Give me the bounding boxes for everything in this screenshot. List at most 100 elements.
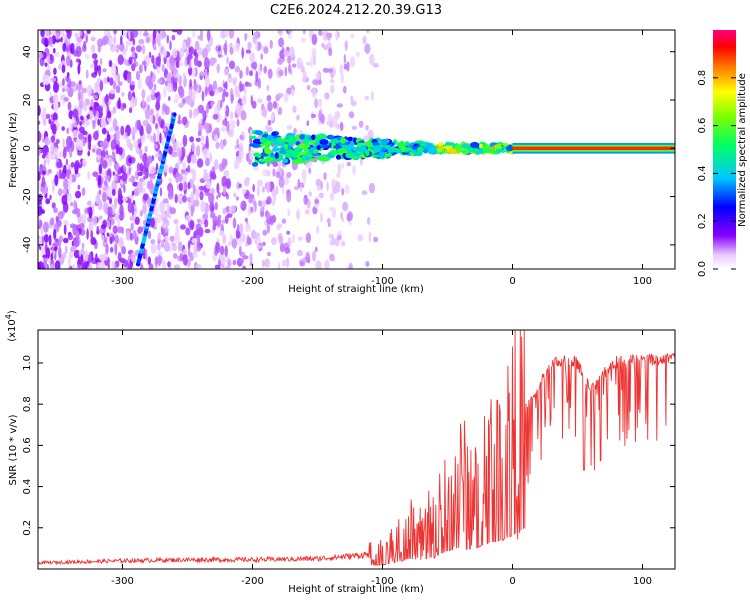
noise-blob [330,84,335,94]
noise-blob [275,171,281,179]
noise-blob [171,34,176,41]
noise-blob [257,179,263,188]
noise-blob [366,217,371,225]
noise-blob [74,169,79,175]
noise-blob [161,135,165,147]
noise-blob [281,218,287,224]
noise-blob [111,180,117,192]
noise-blob [269,39,273,49]
noise-blob [216,63,220,74]
tone-blob [266,134,273,141]
noise-blob [310,56,313,68]
noise-blob [117,81,123,86]
noise-blob [59,172,66,180]
noise-blob [248,204,251,217]
noise-blob [193,82,198,91]
x-tick-label: -100 [371,276,394,287]
noise-blob [138,38,145,45]
noise-blob [250,61,258,69]
noise-blob [174,77,178,83]
noise-blob [279,49,285,59]
noise-blob [123,103,127,109]
noise-blob [241,201,245,208]
noise-blob [302,30,306,35]
noise-blob [164,235,169,242]
noise-blob [329,239,336,246]
noise-blob [173,264,181,269]
noise-blob [194,40,200,51]
noise-blob [73,199,77,210]
tone-blob [416,146,424,153]
noise-blob [148,263,154,269]
noise-blob [222,185,227,195]
noise-blob [102,68,107,73]
snr-x-ticks: -300 -200 -100 0 100 [111,330,652,587]
noise-blob [228,30,235,39]
noise-blob [351,125,358,130]
noise-blob [224,106,227,112]
noise-blob [100,117,107,129]
tone-blob [264,148,272,155]
noise-blob [153,43,157,50]
noise-blob [222,138,227,146]
noise-blob [38,193,43,202]
tone-blob [294,146,300,151]
noise-blob [205,135,209,148]
noise-blob [306,85,311,91]
noise-blob [162,86,167,98]
noise-blob [266,95,272,102]
noise-blob [341,162,345,169]
noise-blob [372,62,379,68]
noise-blob [326,181,329,192]
colorbar-label: Normalized spectral amplitude [737,73,748,227]
colorbar: 0.0 0.2 0.4 0.6 0.8 Normalized spectral ampl… [697,30,748,277]
snr-series-line [38,330,675,566]
noise-blob [214,264,220,269]
noise-blob [335,30,339,41]
noise-blob [130,222,134,231]
noise-blob [357,234,364,242]
tone-blob [273,147,280,152]
noise-blob [137,138,141,144]
noise-blob [130,96,136,109]
noise-blob [258,200,263,207]
noise-blob [49,194,52,201]
noise-blob [141,44,146,55]
spectrogram-x-ticks: -300 -200 -100 0 100 [111,30,652,287]
noise-blob [191,142,196,152]
noise-blob [125,229,131,241]
x-tick-label: -300 [111,576,134,587]
noise-blob [315,178,322,187]
noise-blob [43,74,50,86]
y-tick-label: 1.0 [22,355,33,371]
noise-blob [44,136,50,146]
tone-blob [372,145,383,153]
noise-blob [144,145,148,153]
noise-blob [224,215,229,224]
noise-blob [153,144,158,149]
noise-blob [178,175,183,182]
noise-blob [286,125,293,130]
noise-blob [123,58,129,66]
noise-blob [57,188,63,197]
noise-blob [312,55,317,66]
tone-blob [295,134,301,141]
noise-blob [132,229,137,241]
noise-blob [175,60,180,69]
noise-blob [107,264,111,269]
noise-blob [249,70,253,77]
noise-blob [123,167,127,172]
noise-blob [63,178,69,190]
noise-blob [258,65,262,77]
noise-blob [85,69,89,79]
noise-blob [174,94,180,100]
noise-blob [221,158,227,170]
noise-blob [43,234,49,243]
noise-blob [161,212,166,218]
noise-blob [72,129,79,139]
noise-blob [178,102,184,108]
noise-blob [236,119,240,127]
noise-blob [205,86,209,96]
noise-blob [139,148,142,160]
